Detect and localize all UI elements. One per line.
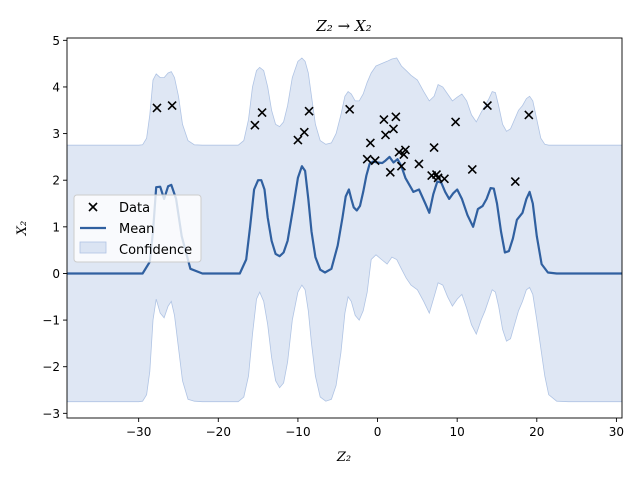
y-axis-ticks: −3 −2 −1 0 1 2 3 4 5: [42, 34, 67, 421]
legend-marker-data: [88, 202, 98, 212]
y-tick-label-8: 5: [52, 34, 60, 48]
data-points: [152, 101, 534, 187]
data-point-12: [380, 130, 391, 140]
legend-patch-confidence: [79, 241, 107, 254]
data-point-25: [439, 174, 449, 184]
data-point-13: [385, 167, 395, 177]
data-point-10: [370, 156, 380, 166]
mean-line: [67, 155, 622, 275]
y-tick-label-2: −1: [42, 314, 60, 328]
x-tick-label-1: −20: [206, 425, 231, 439]
x-tick-label-0: −30: [126, 425, 151, 439]
plot-frame: [66, 37, 623, 419]
data-point-3: [257, 108, 267, 118]
data-point-29: [510, 177, 520, 187]
data-point-15: [391, 112, 401, 122]
y-axis-label: X₂: [15, 221, 30, 236]
data-point-20: [414, 159, 424, 169]
data-point-0: [152, 103, 162, 113]
y-tick-label-0: −3: [42, 407, 60, 421]
legend-label-confidence: Confidence: [119, 243, 192, 258]
data-point-14: [388, 124, 399, 134]
x-tick-label-5: 20: [529, 425, 544, 439]
data-point-22: [429, 143, 439, 153]
data-point-26: [451, 117, 461, 127]
x-tick-label-3: 0: [374, 425, 382, 439]
x-axis-label: Z₂: [336, 450, 351, 465]
data-point-6: [304, 106, 314, 116]
y-tick-label-6: 3: [52, 127, 60, 141]
legend-label-mean: Mean: [119, 222, 154, 237]
data-point-5: [299, 127, 309, 137]
legend-label-data: Data: [119, 201, 150, 216]
data-point-2: [250, 120, 260, 130]
x-tick-label-6: 30: [609, 425, 624, 439]
data-point-9: [365, 138, 375, 148]
y-tick-label-7: 4: [52, 80, 60, 94]
plot-area: [67, 57, 622, 403]
data-point-11: [379, 115, 389, 125]
data-point-8: [362, 154, 372, 164]
data-point-28: [482, 101, 492, 111]
data-point-4: [293, 135, 303, 145]
x-tick-label-4: 10: [450, 425, 465, 439]
confidence-band: [67, 57, 622, 403]
y-tick-label-1: −2: [42, 360, 60, 374]
data-point-7: [345, 104, 355, 114]
data-point-16: [394, 147, 404, 157]
x-tick-label-2: −10: [285, 425, 310, 439]
chart-title: Z₂ → X₂: [315, 17, 371, 35]
legend: Data Mean Confidence: [73, 194, 202, 263]
data-point-1: [167, 101, 177, 111]
data-point-30: [524, 110, 534, 120]
data-point-19: [400, 145, 410, 155]
data-point-17: [396, 161, 406, 171]
y-tick-label-3: 0: [52, 267, 60, 281]
y-tick-label-5: 2: [52, 174, 60, 188]
y-tick-label-4: 1: [52, 220, 60, 234]
x-axis-ticks: −30 −20 −10 0 10 20 30: [126, 418, 624, 439]
data-point-27: [467, 164, 477, 175]
